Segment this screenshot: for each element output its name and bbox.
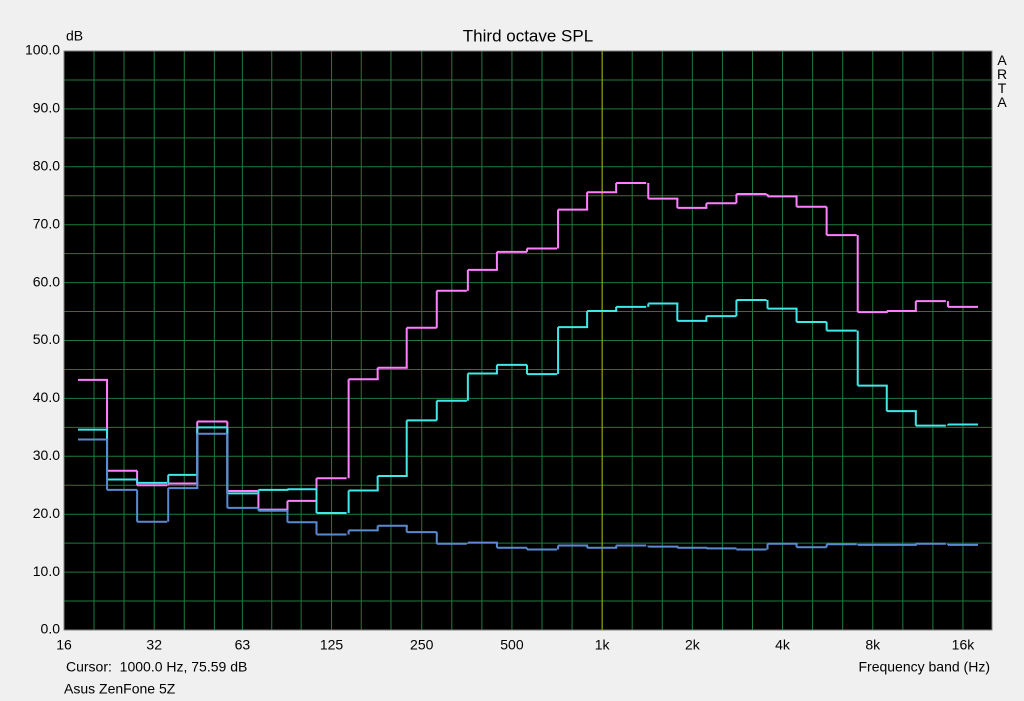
- y-tick-label: 20.0: [33, 505, 60, 521]
- y-axis-label: dB: [66, 28, 83, 44]
- y-tick-label: 40.0: [33, 389, 60, 405]
- x-tick-label: 1k: [595, 637, 611, 653]
- x-tick-label: 63: [235, 637, 251, 653]
- x-tick-label: 500: [500, 637, 524, 653]
- x-axis-label: Frequency band (Hz): [858, 659, 990, 675]
- y-tick-label: 80.0: [33, 158, 60, 174]
- y-tick-label: 70.0: [33, 215, 60, 231]
- chart-title: Third octave SPL: [463, 26, 593, 45]
- footer: Asus ZenFone 5Z: [64, 681, 176, 697]
- x-tick-label: 250: [410, 637, 434, 653]
- x-tick-label: 8k: [865, 637, 881, 653]
- cursor-readout: Cursor: 1000.0 Hz, 75.59 dB: [66, 659, 247, 675]
- y-tick-label: 100.0: [25, 42, 60, 58]
- step-riser: [106, 433, 949, 550]
- plot-frame: [63, 50, 993, 631]
- x-tick-label: 2k: [685, 637, 701, 653]
- y-tick-label: 0.0: [41, 621, 61, 637]
- x-tick-label: 125: [320, 637, 344, 653]
- x-tick-label: 4k: [775, 637, 791, 653]
- y-tick-label: 30.0: [33, 447, 60, 463]
- y-tick-label: 60.0: [33, 273, 60, 289]
- x-tick-label: 32: [146, 637, 162, 653]
- x-tick-label: 16: [56, 637, 72, 653]
- y-tick-label: 10.0: [33, 563, 60, 579]
- x-tick-label: 16k: [952, 637, 976, 653]
- y-tick-label: 50.0: [33, 331, 60, 347]
- watermark: ARTA: [994, 52, 1010, 108]
- y-tick-label: 90.0: [33, 100, 60, 116]
